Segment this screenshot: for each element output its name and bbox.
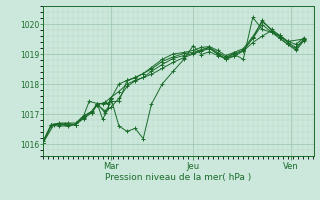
X-axis label: Pression niveau de la mer( hPa ): Pression niveau de la mer( hPa ) (105, 173, 252, 182)
